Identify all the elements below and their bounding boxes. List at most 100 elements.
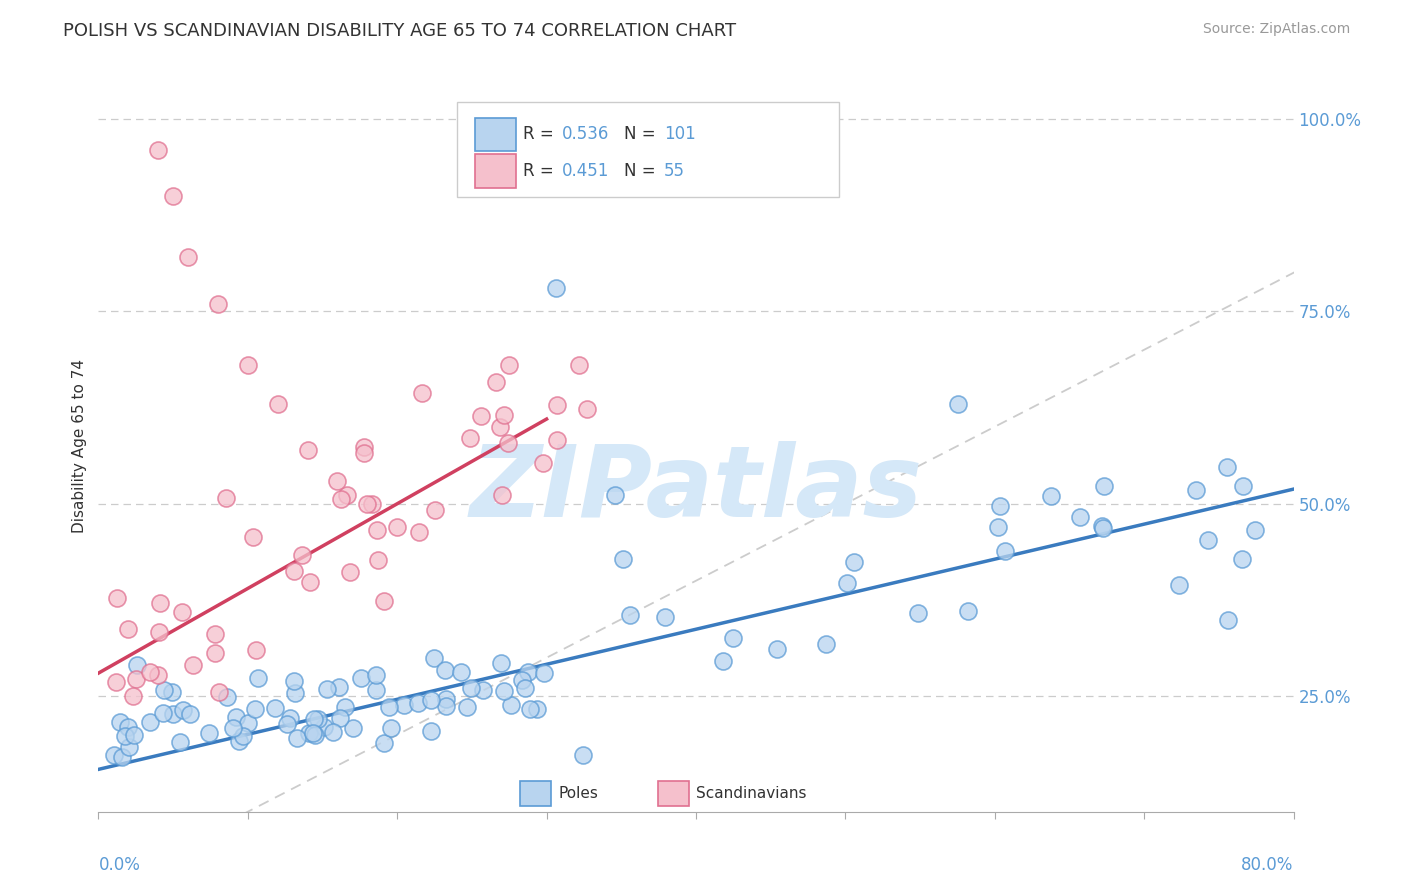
Point: [385, 520, 409, 534]
Point: [307, 712, 329, 726]
Point: [492, 684, 515, 698]
Point: [373, 594, 395, 608]
Point: [568, 358, 591, 372]
Point: [988, 499, 1011, 513]
Point: [491, 488, 513, 502]
Point: [815, 637, 838, 651]
Point: [302, 726, 325, 740]
Point: [204, 646, 226, 660]
Point: [488, 419, 510, 434]
Point: [117, 720, 139, 734]
Point: [350, 671, 373, 685]
Text: Scandinavians: Scandinavians: [696, 786, 807, 801]
Text: N =: N =: [624, 162, 661, 180]
Point: [766, 641, 789, 656]
Point: [546, 281, 568, 295]
Text: POLISH VS SCANDINAVIAN DISABILITY AGE 65 TO 74 CORRELATION CHART: POLISH VS SCANDINAVIAN DISABILITY AGE 65…: [63, 22, 737, 40]
Point: [364, 668, 387, 682]
Point: [1216, 459, 1239, 474]
Point: [612, 551, 634, 566]
Point: [1216, 613, 1239, 627]
Point: [222, 721, 245, 735]
Point: [546, 433, 568, 447]
FancyBboxPatch shape: [658, 781, 689, 805]
Point: [105, 591, 128, 606]
Point: [987, 519, 1010, 533]
Point: [236, 358, 259, 372]
Point: [619, 608, 641, 623]
Point: [408, 525, 430, 540]
Text: 80.0%: 80.0%: [1241, 855, 1294, 873]
Point: [492, 408, 515, 422]
Point: [419, 693, 441, 707]
Point: [207, 296, 229, 310]
Point: [298, 726, 321, 740]
Point: [420, 723, 443, 738]
Point: [225, 710, 247, 724]
Text: 55: 55: [664, 162, 685, 180]
Point: [496, 436, 519, 450]
Point: [378, 699, 401, 714]
Point: [267, 397, 290, 411]
Point: [172, 606, 194, 620]
Point: [247, 671, 270, 685]
Text: 0.536: 0.536: [562, 126, 609, 144]
Point: [485, 375, 508, 389]
Point: [356, 497, 378, 511]
Point: [1091, 518, 1114, 533]
Point: [1232, 479, 1254, 493]
Point: [721, 631, 744, 645]
Point: [122, 728, 145, 742]
Point: [471, 682, 494, 697]
Point: [169, 735, 191, 749]
Point: [264, 701, 287, 715]
Point: [242, 530, 264, 544]
Point: [519, 701, 541, 715]
Point: [1244, 523, 1267, 537]
Point: [1197, 533, 1219, 547]
Point: [654, 610, 676, 624]
Point: [366, 523, 388, 537]
Point: [122, 690, 145, 704]
Point: [513, 681, 536, 695]
Point: [450, 665, 472, 680]
Point: [228, 733, 250, 747]
Point: [162, 188, 184, 202]
Point: [284, 686, 307, 700]
Point: [353, 446, 375, 460]
Point: [1230, 551, 1253, 566]
Point: [304, 728, 326, 742]
Point: [111, 750, 134, 764]
Point: [117, 740, 139, 755]
Point: [245, 701, 267, 715]
Point: [299, 575, 322, 590]
Point: [162, 706, 184, 721]
FancyBboxPatch shape: [457, 103, 839, 197]
Point: [125, 673, 148, 687]
Point: [315, 681, 337, 696]
Point: [285, 731, 308, 745]
Point: [434, 692, 457, 706]
Point: [276, 717, 298, 731]
Point: [146, 667, 169, 681]
Point: [328, 680, 350, 694]
Point: [1168, 578, 1191, 592]
Point: [423, 650, 446, 665]
Text: Source: ZipAtlas.com: Source: ZipAtlas.com: [1202, 22, 1350, 37]
Point: [835, 575, 858, 590]
Point: [603, 488, 626, 502]
Point: [948, 397, 970, 411]
Point: [470, 409, 492, 423]
Point: [333, 699, 356, 714]
Point: [245, 643, 267, 657]
Point: [713, 653, 735, 667]
Point: [957, 604, 980, 618]
Point: [148, 143, 170, 157]
Point: [283, 564, 305, 578]
Point: [302, 712, 325, 726]
Point: [489, 656, 512, 670]
Text: R =: R =: [523, 126, 558, 144]
Point: [217, 690, 239, 704]
Point: [406, 697, 429, 711]
Point: [380, 722, 402, 736]
